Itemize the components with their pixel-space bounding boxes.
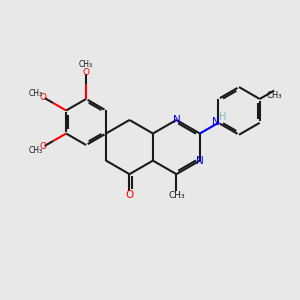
Text: N: N	[173, 115, 181, 125]
Text: H: H	[219, 112, 226, 122]
Text: CH₃: CH₃	[29, 88, 43, 98]
Text: CH₃: CH₃	[267, 91, 282, 100]
Text: O: O	[82, 68, 90, 77]
Text: CH₃: CH₃	[29, 146, 43, 155]
Text: O: O	[125, 190, 133, 200]
Text: CH₃: CH₃	[79, 60, 93, 69]
Text: CH₃: CH₃	[168, 191, 185, 200]
Text: O: O	[40, 142, 47, 151]
Text: O: O	[40, 93, 47, 102]
Text: N: N	[196, 156, 204, 166]
Text: N: N	[212, 117, 219, 127]
